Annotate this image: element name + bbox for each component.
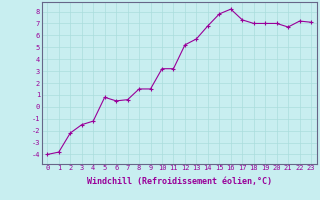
X-axis label: Windchill (Refroidissement éolien,°C): Windchill (Refroidissement éolien,°C) <box>87 177 272 186</box>
